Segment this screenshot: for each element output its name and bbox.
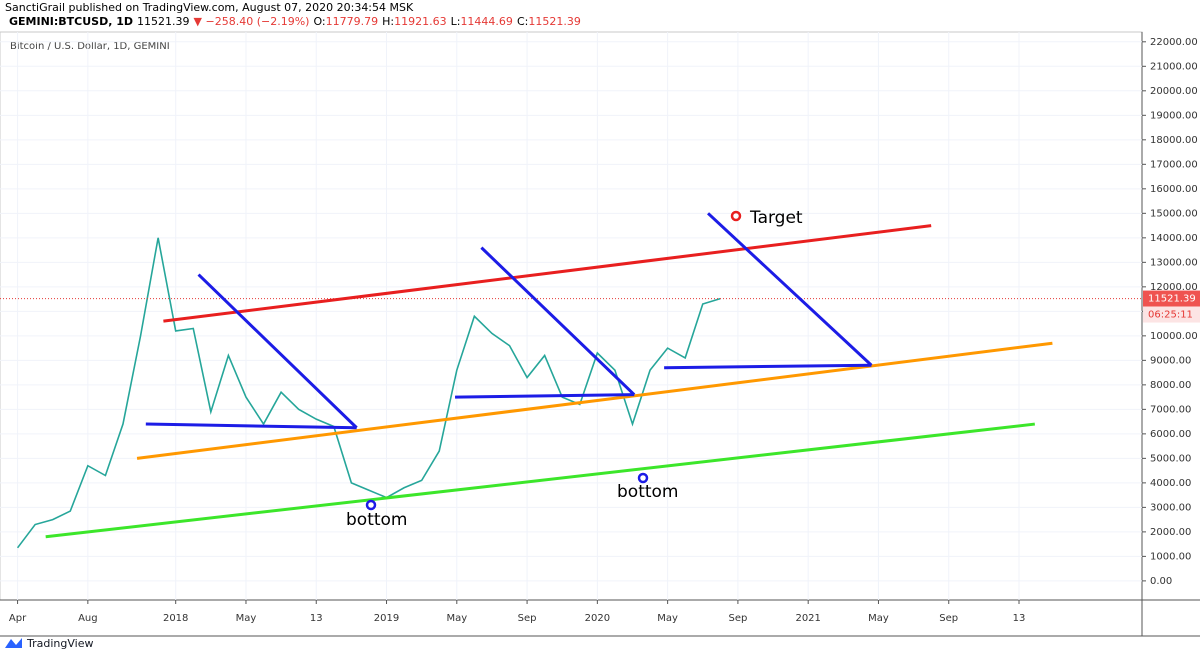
trend-line: [145, 422, 357, 430]
annotation: bottom: [617, 482, 678, 502]
y-tick-label: 12000.00: [1150, 282, 1198, 293]
y-tick-label: 9000.00: [1150, 355, 1191, 366]
trend-line: [664, 363, 872, 370]
y-tick-label: 2000.00: [1150, 527, 1191, 538]
x-tick-label: May: [446, 613, 467, 624]
x-tick-label: Sep: [728, 613, 747, 624]
ohlc-label: L:: [451, 15, 461, 28]
ohlc-label: O:: [313, 15, 325, 28]
y-tick-label: 7000.00: [1150, 404, 1191, 415]
trend-line: [45, 422, 1035, 539]
logo: [5, 638, 22, 648]
countdown: 06:25:11: [1148, 310, 1193, 321]
y-tick-label: 20000.00: [1150, 86, 1198, 97]
trend-line: [707, 212, 873, 367]
ohlc-value: 11779.79: [326, 15, 379, 28]
symbol-line: GEMINI:BTCUSD, 1D 11521.39 ▼ −258.40 (−2.1…: [9, 15, 581, 28]
y-tick-label: 18000.00: [1150, 135, 1198, 146]
x-tick-label: Sep: [939, 613, 958, 624]
y-tick-label: 4000.00: [1150, 478, 1191, 489]
ohlc-value: 11444.69: [460, 15, 513, 28]
y-tick-label: 22000.00: [1150, 37, 1198, 48]
x-tick-label: 2018: [163, 613, 188, 624]
x-tick-label: Aug: [78, 613, 98, 624]
annotation: bottom: [346, 510, 407, 530]
price-line: [16, 237, 721, 549]
ohlc-value: 11921.63: [394, 15, 447, 28]
y-tick-label: 19000.00: [1150, 110, 1198, 121]
author-line: SanctiGrail published on TradingView.com…: [5, 1, 414, 14]
ohlc-label: H:: [382, 15, 394, 28]
ohlc-value: 11521.39: [528, 15, 581, 28]
y-tick-label: 13000.00: [1150, 257, 1198, 268]
y-tick-label: 17000.00: [1150, 159, 1198, 170]
symbol: GEMINI:BTCUSD, 1D: [9, 15, 133, 28]
trend-line: [455, 393, 635, 399]
trend-line: [136, 341, 1053, 460]
x-tick-label: 13: [310, 613, 323, 624]
y-tick-label: 3000.00: [1150, 502, 1191, 513]
x-tick-label: May: [657, 613, 678, 624]
y-tick-label: 21000.00: [1150, 61, 1198, 72]
y-tick-label: 8000.00: [1150, 380, 1191, 391]
price-tag: [1143, 290, 1200, 307]
y-tick-label: 16000.00: [1150, 184, 1198, 195]
countdown-tag: [1143, 306, 1200, 323]
y-tick-label: 1000.00: [1150, 551, 1191, 562]
y-tick-label: 0.00: [1150, 576, 1172, 587]
marker: [730, 210, 742, 222]
x-tick-label: 2020: [585, 613, 610, 624]
x-tick-label: 2019: [374, 613, 399, 624]
y-tick-label: 6000.00: [1150, 429, 1191, 440]
trend-line: [163, 224, 932, 323]
brand: TradingView: [26, 637, 93, 650]
trend-line: [197, 273, 358, 429]
last-price: 11521.39: [137, 15, 190, 28]
annotation: Target: [749, 208, 803, 228]
trend-line: [480, 246, 636, 396]
x-tick-label: 13: [1013, 613, 1026, 624]
change: ▼ −258.40 (−2.19%): [194, 15, 310, 28]
x-tick-label: May: [868, 613, 889, 624]
y-tick-label: 5000.00: [1150, 453, 1191, 464]
x-tick-label: 2021: [795, 613, 820, 624]
ohlc-label: C:: [517, 15, 528, 28]
y-tick-label: 15000.00: [1150, 208, 1198, 219]
y-tick-label: 14000.00: [1150, 233, 1198, 244]
plot-frame: [0, 31, 1143, 601]
marker: [637, 472, 649, 484]
marker: [365, 499, 377, 511]
price-tag-label: 11521.39: [1148, 294, 1196, 305]
y-tick-label: 10000.00: [1150, 331, 1198, 342]
x-tick-label: Sep: [518, 613, 537, 624]
x-tick-label: May: [236, 613, 257, 624]
x-tick-label: Apr: [9, 613, 27, 624]
chart-title: Bitcoin / U.S. Dollar, 1D, GEMINI: [10, 41, 170, 52]
